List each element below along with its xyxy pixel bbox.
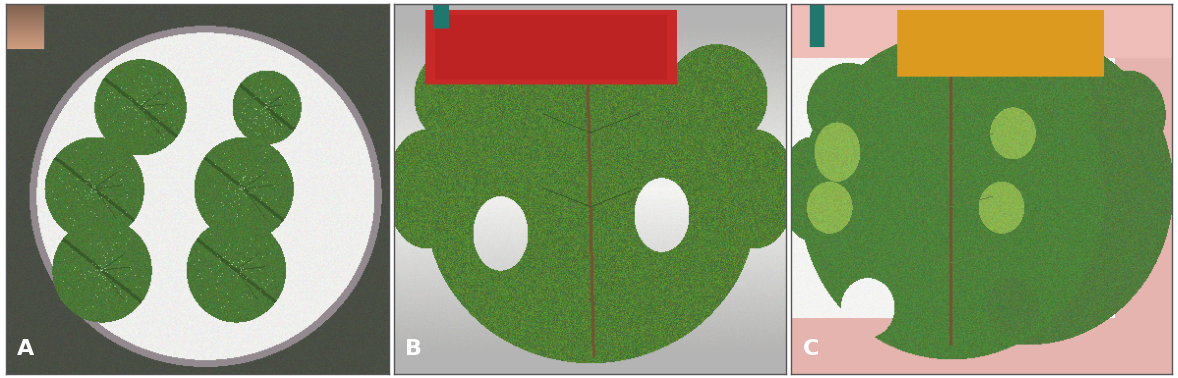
Text: A: A (18, 339, 34, 359)
Text: B: B (405, 339, 423, 359)
Text: C: C (802, 339, 819, 359)
